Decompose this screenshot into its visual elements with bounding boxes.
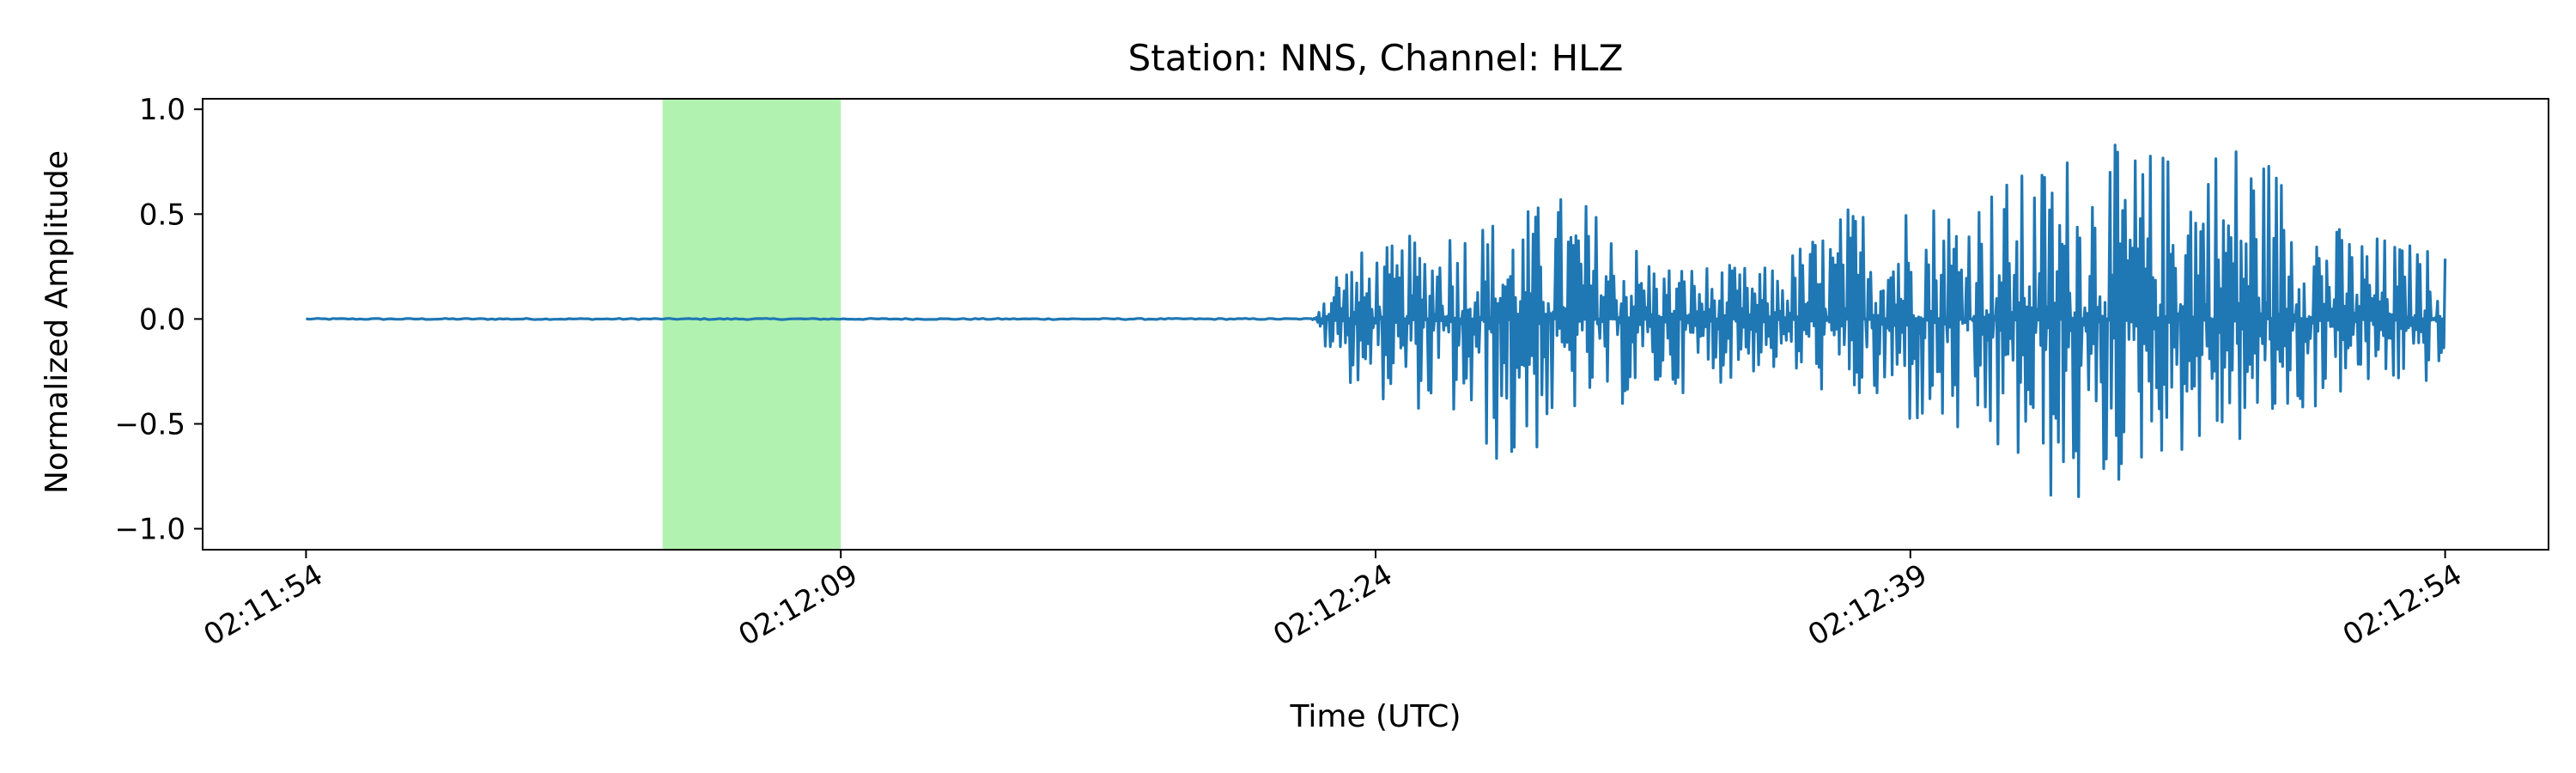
y-axis-label: Normalized Amplitude bbox=[39, 150, 75, 494]
x-tick-label: 02:12:39 bbox=[1802, 557, 1933, 653]
waveform-trace bbox=[306, 143, 2447, 498]
x-tick-label: 02:11:54 bbox=[198, 557, 329, 653]
y-tick-label: 1.0 bbox=[139, 93, 185, 127]
y-axis-ticks: 1.0 0.5 0.0 −0.5 −1.0 bbox=[114, 93, 203, 547]
x-tick-label: 02:12:54 bbox=[2337, 557, 2468, 653]
y-tick-label: 0.5 bbox=[139, 198, 185, 232]
chart-title: Station: NNS, Channel: HLZ bbox=[1128, 37, 1624, 79]
trace-layer bbox=[306, 143, 2447, 498]
x-tick-label: 02:12:24 bbox=[1267, 557, 1398, 653]
highlight-layer bbox=[662, 99, 841, 550]
x-axis-label: Time (UTC) bbox=[1289, 699, 1461, 734]
y-tick-label: −0.5 bbox=[114, 407, 185, 441]
y-tick-label: 0.0 bbox=[139, 302, 185, 337]
y-tick-label: −1.0 bbox=[114, 513, 185, 547]
x-axis-ticks: 02:11:54 02:12:09 02:12:24 02:12:39 02:12:54 bbox=[198, 550, 2468, 653]
x-tick-label: 02:12:09 bbox=[732, 557, 863, 653]
highlight-window bbox=[662, 99, 841, 550]
